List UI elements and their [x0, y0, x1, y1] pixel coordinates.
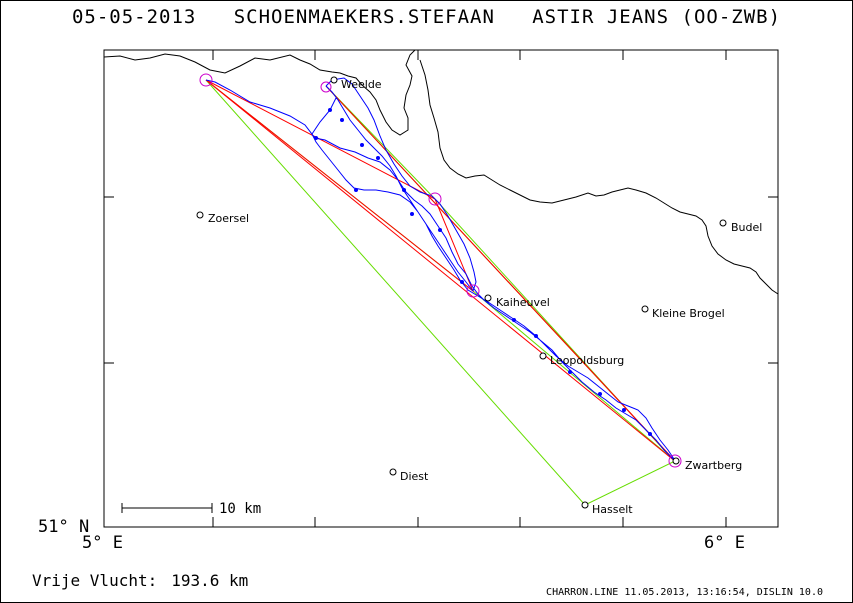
- latitude-label: 51° N: [38, 517, 89, 537]
- turnpoints: [199, 73, 682, 468]
- place-diest: Diest: [389, 468, 429, 483]
- plot-frame: [103, 49, 779, 528]
- place-label: Weelde: [341, 78, 382, 91]
- longitude-left-label: 5° E: [82, 533, 123, 553]
- pilot-name: SCHOENMAEKERS.STEFAAN: [233, 6, 495, 28]
- map-title: 05-05-2013 SCHOENMAEKERS.STEFAAN ASTIR J…: [0, 6, 853, 28]
- place-weelde: Weelde: [330, 76, 382, 91]
- axis-ticks: [104, 50, 778, 527]
- place-zoersel: Zoersel: [196, 211, 249, 225]
- place-label: Leopoldsburg: [550, 354, 624, 367]
- track-fixes: [314, 108, 652, 436]
- turnpoint-3: [428, 192, 442, 206]
- turnpoint-4: [466, 284, 480, 298]
- place-label: Kaiheuvel: [496, 296, 550, 309]
- turnpoint-weelde: [320, 81, 332, 93]
- place-kleine-brogel: Kleine Brogel: [641, 305, 725, 320]
- national-border: [103, 49, 779, 295]
- place-label: Zwartberg: [685, 459, 742, 472]
- footer-info: CHARRON.LINE 11.05.2013, 13:16:54, DISLI…: [546, 587, 823, 598]
- place-hasselt: Hasselt: [581, 501, 633, 516]
- place-label: Diest: [400, 470, 429, 483]
- flight-track: [205, 77, 677, 463]
- scale-bar-label: 10 km: [219, 501, 261, 517]
- task-legs: [205, 79, 677, 463]
- longitude-right-label: 6° E: [704, 533, 745, 553]
- place-label: Zoersel: [208, 212, 249, 225]
- place-label: Kleine Brogel: [652, 307, 725, 320]
- places: Weelde Zoersel Budel Kaiheuvel Kleine Br…: [196, 76, 762, 516]
- distance-value: 193.6 km: [171, 571, 249, 590]
- place-leopoldsburg: Leopoldsburg: [539, 352, 624, 367]
- place-budel: Budel: [719, 219, 762, 234]
- flight-date: 05-05-2013: [71, 6, 197, 28]
- place-zwartberg: Zwartberg: [672, 457, 742, 472]
- place-label: Hasselt: [592, 503, 633, 516]
- turnpoint-zwartberg: [668, 454, 682, 468]
- glider-name: ASTIR JEANS (OO-ZWB): [532, 6, 782, 28]
- scale-bar: 10 km: [121, 501, 261, 517]
- place-label: Budel: [731, 221, 762, 234]
- place-kaiheuvel: Kaiheuvel: [484, 294, 550, 309]
- optimized-legs: [205, 79, 677, 506]
- distance-label: Vrije Vlucht:: [32, 571, 158, 590]
- turnpoint-start: [199, 73, 213, 87]
- distance-readout: Vrije Vlucht: 193.6 km: [32, 571, 248, 590]
